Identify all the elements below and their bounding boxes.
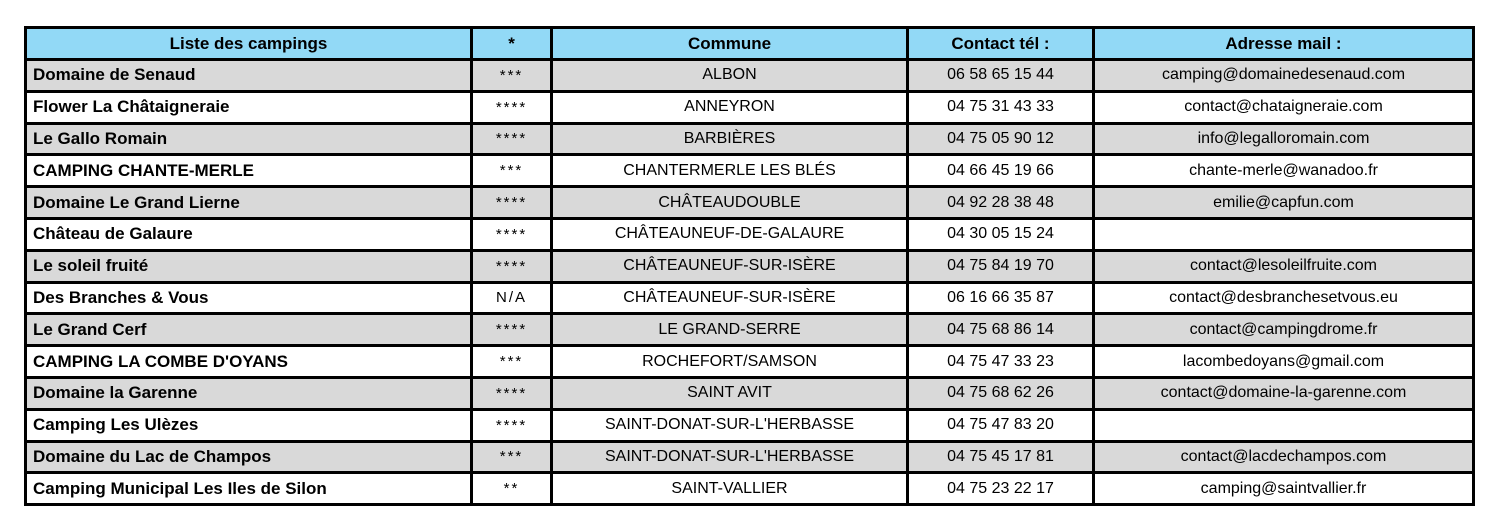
phone-cell: 04 75 47 33 23 (906, 344, 1095, 379)
email-cell: contact@domaine-la-garenne.com (1092, 375, 1475, 411)
campings-table-body: Domaine de Senaud *** ALBON 06 58 65 15 44 c… (24, 58, 1475, 507)
table-row: Le soleil fruité **** CHÂTEAUNEUF-SUR-ISÈR… (24, 248, 1475, 284)
email-cell: emilie@capfun.com (1092, 185, 1475, 220)
commune-cell: CHÂTEAUNEUF-SUR-ISÈRE (550, 280, 909, 316)
commune-cell: CHÂTEAUNEUF-SUR-ISÈRE (550, 248, 909, 284)
table-row: Domaine Le Grand Lierne **** CHÂTEAUDOUBLE… (24, 185, 1475, 220)
phone-cell: 06 16 66 35 87 (906, 280, 1095, 316)
camping-name-cell: Le soleil fruité (24, 248, 473, 284)
stars-cell: **** (470, 121, 553, 157)
phone-cell: 04 75 05 90 12 (906, 121, 1095, 157)
stars-cell: *** (470, 153, 553, 189)
stars-cell: *** (470, 344, 553, 379)
table-row: Des Branches & Vous N/A CHÂTEAUNEUF-SUR-IS… (24, 280, 1475, 316)
commune-cell: ALBON (550, 58, 909, 93)
email-cell: contact@lacdechampos.com (1092, 439, 1475, 475)
camping-name-cell: CAMPING CHANTE-MERLE (24, 153, 473, 189)
commune-cell: CHANTERMERLE LES BLÉS (550, 153, 909, 189)
email-cell: contact@chataigneraie.com (1092, 89, 1475, 125)
table-row: Domaine du Lac de Champos *** SAINT-DONAT-… (24, 439, 1475, 475)
camping-name-cell: Le Grand Cerf (24, 312, 473, 348)
stars-cell: ** (470, 471, 553, 507)
stars-cell: **** (470, 185, 553, 220)
camping-name-cell: Des Branches & Vous (24, 280, 473, 316)
commune-cell: BARBIÈRES (550, 121, 909, 157)
stars-cell: **** (470, 248, 553, 284)
phone-cell: 04 75 23 22 17 (906, 471, 1095, 507)
campings-table-header: Liste des campings * Commune Contact tél… (24, 26, 1475, 61)
phone-cell: 04 75 47 83 20 (906, 407, 1095, 443)
commune-cell: SAINT-DONAT-SUR-L'HERBASSE (550, 439, 909, 475)
commune-cell: SAINT-VALLIER (550, 471, 909, 507)
email-cell: camping@saintvallier.fr (1092, 471, 1475, 507)
stars-cell: **** (470, 216, 553, 252)
table-row: CAMPING CHANTE-MERLE *** CHANTERMERLE LES … (24, 153, 1475, 189)
phone-cell: 04 75 68 86 14 (906, 312, 1095, 348)
email-cell: info@legalloromain.com (1092, 121, 1475, 157)
camping-name-cell: Domaine de Senaud (24, 58, 473, 93)
commune-cell: CHÂTEAUNEUF-DE-GALAURE (550, 216, 909, 252)
phone-cell: 04 92 28 38 48 (906, 185, 1095, 220)
header-adresse-mail: Adresse mail : (1092, 26, 1475, 61)
email-cell: contact@desbranchesetvous.eu (1092, 280, 1475, 316)
commune-cell: ROCHEFORT/SAMSON (550, 344, 909, 379)
commune-cell: LE GRAND-SERRE (550, 312, 909, 348)
commune-cell: SAINT-DONAT-SUR-L'HERBASSE (550, 407, 909, 443)
table-row: Flower La Châtaigneraie **** ANNEYRON 04 75… (24, 89, 1475, 125)
stars-cell: **** (470, 375, 553, 411)
email-cell: chante-merle@wanadoo.fr (1092, 153, 1475, 189)
stars-cell: **** (470, 89, 553, 125)
email-cell: lacombedoyans@gmail.com (1092, 344, 1475, 379)
camping-name-cell: Domaine la Garenne (24, 375, 473, 411)
header-contact-tel: Contact tél : (906, 26, 1095, 61)
commune-cell: ANNEYRON (550, 89, 909, 125)
camping-name-cell: Camping Municipal Les Iles de Silon (24, 471, 473, 507)
phone-cell: 04 66 45 19 66 (906, 153, 1095, 189)
header-commune: Commune (550, 26, 909, 61)
table-row: Domaine de Senaud *** ALBON 06 58 65 15 44 c… (24, 58, 1475, 93)
camping-name-cell: Domaine Le Grand Lierne (24, 185, 473, 220)
stars-cell: **** (470, 407, 553, 443)
table-row: Camping Les Ulèzes **** SAINT-DONAT-SUR-L'… (24, 407, 1475, 443)
camping-name-cell: CAMPING LA COMBE D'OYANS (24, 344, 473, 379)
email-cell: contact@lesoleilfruite.com (1092, 248, 1475, 284)
table-row: Le Gallo Romain **** BARBIÈRES 04 75 05 90 … (24, 121, 1475, 157)
stars-cell: *** (470, 58, 553, 93)
header-liste-des-campings: Liste des campings (24, 26, 473, 61)
table-row: Château de Galaure **** CHÂTEAUNEUF-DE-GAL… (24, 216, 1475, 252)
phone-cell: 04 75 68 62 26 (906, 375, 1095, 411)
header-row: Liste des campings * Commune Contact tél… (24, 26, 1475, 61)
table-row: Domaine la Garenne **** SAINT AVIT 04 75 68… (24, 375, 1475, 411)
camping-name-cell: Flower La Châtaigneraie (24, 89, 473, 125)
table-row: Camping Municipal Les Iles de Silon ** SAI… (24, 471, 1475, 507)
phone-cell: 04 75 45 17 81 (906, 439, 1095, 475)
camping-name-cell: Domaine du Lac de Champos (24, 439, 473, 475)
header-stars: * (470, 26, 553, 61)
stars-cell: *** (470, 439, 553, 475)
phone-cell: 04 75 84 19 70 (906, 248, 1095, 284)
stars-cell: N/A (470, 280, 553, 316)
email-cell: contact@campingdrome.fr (1092, 312, 1475, 348)
commune-cell: CHÂTEAUDOUBLE (550, 185, 909, 220)
commune-cell: SAINT AVIT (550, 375, 909, 411)
camping-name-cell: Le Gallo Romain (24, 121, 473, 157)
phone-cell: 04 75 31 43 33 (906, 89, 1095, 125)
camping-name-cell: Château de Galaure (24, 216, 473, 252)
camping-name-cell: Camping Les Ulèzes (24, 407, 473, 443)
email-cell (1092, 407, 1475, 443)
phone-cell: 04 30 05 15 24 (906, 216, 1095, 252)
email-cell: camping@domainedesenaud.com (1092, 58, 1475, 93)
campings-table: Liste des campings * Commune Contact tél… (24, 26, 1475, 507)
email-cell (1092, 216, 1475, 252)
stars-cell: **** (470, 312, 553, 348)
phone-cell: 06 58 65 15 44 (906, 58, 1095, 93)
table-row: CAMPING LA COMBE D'OYANS *** ROCHEFORT/SAM… (24, 344, 1475, 379)
table-row: Le Grand Cerf **** LE GRAND-SERRE 04 75 68 … (24, 312, 1475, 348)
